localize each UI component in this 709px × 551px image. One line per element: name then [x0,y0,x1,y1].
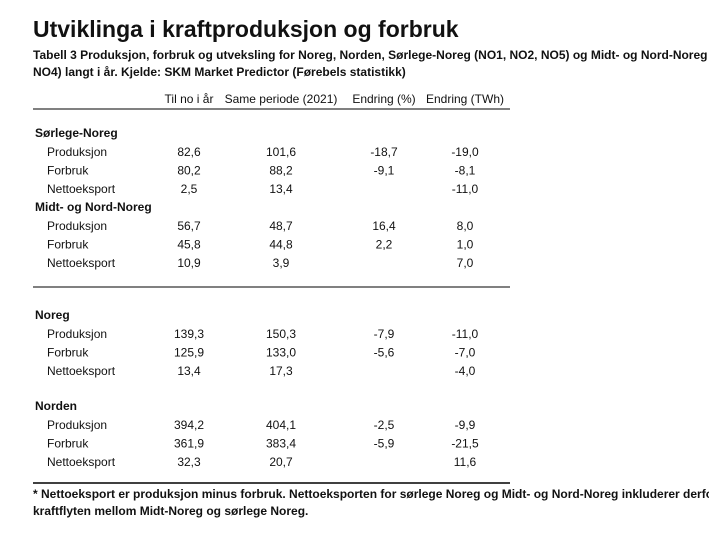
cell: 10,9 [177,256,201,270]
cell: -19,0 [451,145,479,159]
footnote: * Nettoeksport er produksjon minus forbr… [33,487,709,501]
cell: 13,4 [269,182,293,196]
title: Utviklinga i kraftproduksjon og forbruk [33,16,459,42]
cell: 133,0 [266,345,296,359]
cell: 2,2 [376,237,393,251]
cell: 139,3 [174,327,204,341]
row-label: Nettoeksport [47,364,116,378]
cell: -9,1 [374,163,395,177]
cell: 101,6 [266,145,296,159]
cell: -2,5 [374,418,395,432]
row-label: Nettoeksport [47,455,116,469]
row-label: Forbruk [47,345,89,359]
cell: -18,7 [370,145,398,159]
group-label: Norden [35,399,77,413]
cell: 3,9 [273,256,290,270]
cell: 88,2 [269,163,293,177]
cell: 11,6 [454,455,477,469]
cell: -11,0 [452,182,479,196]
subtitle: NO4) langt i år. Kjelde: SKM Market Pred… [33,65,406,79]
cell: 125,9 [174,345,204,359]
cell: 45,8 [177,237,201,251]
cell: -4,0 [455,364,476,378]
cell: 48,7 [269,219,293,233]
group-label: Noreg [35,308,70,322]
row-label: Forbruk [47,436,89,450]
cell: 17,3 [269,364,293,378]
cell: 16,4 [372,219,396,233]
cell: -7,0 [455,345,476,359]
group-label: Midt- og Nord-Noreg [35,200,152,214]
row-label: Forbruk [47,163,89,177]
cell: -5,6 [374,345,395,359]
cell: 404,1 [266,418,296,432]
cell: -11,0 [452,327,479,341]
cell: 383,4 [266,436,296,450]
cell: 82,6 [177,145,201,159]
row-label: Produksjon [47,418,107,432]
cell: 13,4 [177,364,201,378]
cell: 80,2 [177,163,201,177]
row-label: Forbruk [47,237,89,251]
footnote: kraftflyten mellom Midt-Noreg og sørlege… [33,504,308,518]
cell: -8,1 [455,163,476,177]
column-header: Til no i år [165,92,214,106]
subtitle: Tabell 3 Produksjon, forbruk og utveksli… [33,48,709,62]
cell: -21,5 [451,436,479,450]
cell: 44,8 [269,237,293,251]
row-label: Nettoeksport [47,182,116,196]
row-label: Produksjon [47,327,107,341]
cell: -5,9 [374,436,395,450]
group-label: Sørlege-Noreg [35,126,118,140]
cell: 2,5 [181,182,198,196]
cell: 361,9 [174,436,204,450]
cell: 7,0 [457,256,474,270]
row-label: Produksjon [47,219,107,233]
cell: -7,9 [374,327,395,341]
cell: 150,3 [266,327,296,341]
column-header: Endring (TWh) [426,92,504,106]
cell: 394,2 [174,418,204,432]
cell: -9,9 [455,418,476,432]
cell: 20,7 [269,455,293,469]
row-label: Produksjon [47,145,107,159]
column-header: Endring (%) [352,92,415,106]
cell: 32,3 [177,455,201,469]
cell: 8,0 [457,219,474,233]
column-header: Same periode (2021) [225,92,338,106]
row-label: Nettoeksport [47,256,116,270]
cell: 1,0 [457,237,474,251]
cell: 56,7 [177,219,201,233]
